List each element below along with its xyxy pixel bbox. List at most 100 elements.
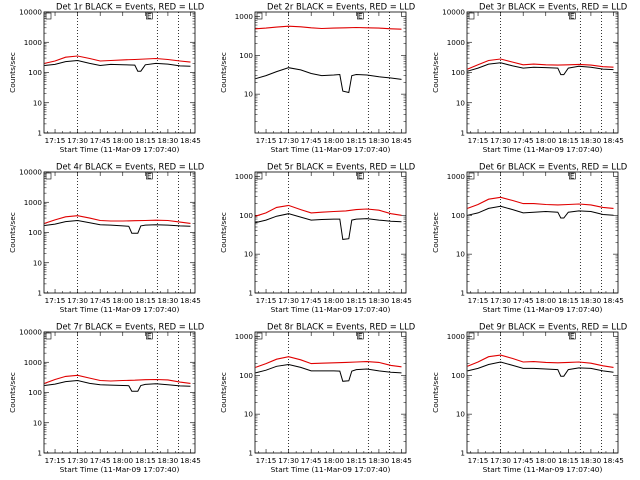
- x-tick-label: 17:30: [490, 136, 511, 145]
- x-tick-label: 17:15: [468, 136, 489, 145]
- x-tick-label: 18:30: [369, 296, 390, 305]
- plot-frame: [466, 171, 619, 294]
- x-tick-label: 17:45: [513, 296, 534, 305]
- plot-frame: [254, 331, 407, 454]
- x-axis-label: Start Time (11-Mar-09 17:07:40): [60, 305, 180, 314]
- y-axis-label: Counts/sec: [431, 212, 440, 253]
- y-tick-label: 1: [460, 449, 465, 458]
- events-series-line: [467, 62, 614, 76]
- x-tick-label: 18:30: [581, 456, 602, 465]
- x-tick-label: 18:30: [581, 136, 602, 145]
- flag-box: [357, 12, 364, 20]
- y-tick-label: 1: [248, 449, 253, 458]
- lld-series-line: [44, 215, 191, 224]
- x-tick-label: 18:15: [135, 456, 156, 465]
- x-tick-label: 18:00: [112, 296, 133, 305]
- flag-box: [256, 172, 263, 180]
- x-tick-label: 17:45: [301, 136, 322, 145]
- y-tick-label: 1000: [235, 12, 254, 21]
- x-tick-label: 18:30: [369, 136, 390, 145]
- x-tick-label: 17:15: [45, 136, 66, 145]
- y-tick-label: 10: [33, 98, 43, 107]
- x-tick-label: 18:45: [180, 296, 201, 305]
- flag-box: [146, 172, 153, 180]
- flag-box: [45, 332, 52, 340]
- x-tick-label: 18:45: [603, 456, 624, 465]
- x-axis-label: Start Time (11-Mar-09 17:07:40): [60, 465, 180, 474]
- y-tick-label: 100: [28, 388, 42, 397]
- x-tick-label: 18:15: [558, 296, 579, 305]
- x-tick-label: 17:45: [90, 456, 111, 465]
- y-tick-label: 1000: [235, 332, 254, 341]
- y-axis-label: Counts/sec: [219, 372, 228, 413]
- flag-box: [256, 332, 263, 340]
- y-axis-label: Counts/sec: [8, 212, 17, 253]
- flag-label: E: [147, 331, 152, 340]
- flag-box: [468, 332, 475, 340]
- panel-title: Det 5r BLACK = Events, RED = LLD: [267, 162, 415, 172]
- x-tick-label: 17:30: [278, 296, 299, 305]
- y-tick-label: 100: [28, 68, 42, 77]
- x-axis-label: Start Time (11-Mar-09 17:07:40): [483, 465, 603, 474]
- flag-box: [256, 12, 263, 20]
- plot-frame: [254, 11, 407, 134]
- x-tick-label: 18:00: [323, 296, 344, 305]
- x-tick-label: 17:15: [256, 136, 277, 145]
- flag-box: [357, 172, 364, 180]
- x-tick-label: 18:30: [158, 136, 179, 145]
- x-tick-label: 18:00: [323, 456, 344, 465]
- y-tick-label: 100: [239, 211, 253, 220]
- x-tick-label: 17:15: [45, 296, 66, 305]
- flag-label: E: [358, 331, 363, 340]
- y-tick-label: 10000: [19, 8, 42, 17]
- x-tick-label: 18:45: [391, 136, 412, 145]
- y-tick-label: 100: [239, 51, 253, 60]
- x-tick-label: 17:30: [490, 456, 511, 465]
- flag-box: [357, 332, 364, 340]
- x-tick-label: 17:30: [67, 136, 88, 145]
- flag-label: E: [570, 331, 575, 340]
- panel-title: Det 4r BLACK = Events, RED = LLD: [56, 162, 204, 172]
- plot-frame: [43, 171, 196, 294]
- x-tick-label: 18:15: [558, 456, 579, 465]
- x-tick-label: 18:15: [346, 296, 367, 305]
- x-tick-label: 17:15: [468, 296, 489, 305]
- panel-title: Det 1r BLACK = Events, RED = LLD: [56, 2, 204, 12]
- y-tick-label: 1000: [447, 332, 466, 341]
- x-tick-label: 17:30: [278, 136, 299, 145]
- x-tick-label: 18:00: [535, 456, 556, 465]
- x-axis-label: Start Time (11-Mar-09 17:07:40): [271, 465, 391, 474]
- y-tick-label: 10: [456, 410, 466, 419]
- events-series-line: [255, 363, 402, 382]
- events-series-line: [467, 361, 614, 377]
- x-tick-label: 18:45: [180, 136, 201, 145]
- x-tick-label: 18:45: [391, 296, 412, 305]
- events-series-line: [44, 379, 191, 392]
- y-tick-label: 1: [37, 449, 42, 458]
- flag-box: [45, 12, 52, 20]
- x-axis-label: Start Time (11-Mar-09 17:07:40): [60, 145, 180, 154]
- y-tick-label: 1: [37, 289, 42, 298]
- y-tick-label: 100: [451, 68, 465, 77]
- x-axis-label: Start Time (11-Mar-09 17:07:40): [483, 305, 603, 314]
- y-tick-label: 10000: [442, 8, 465, 17]
- flag-box: [468, 172, 475, 180]
- plot-frame: [466, 331, 619, 454]
- panel-title: Det 2r BLACK = Events, RED = LLD: [267, 2, 415, 12]
- plot-frame: [43, 11, 196, 134]
- lld-series-line: [255, 204, 402, 217]
- x-tick-label: 18:30: [369, 456, 390, 465]
- x-tick-label: 18:15: [135, 136, 156, 145]
- panel-title: Det 7r BLACK = Events, RED = LLD: [56, 322, 204, 332]
- lld-series-line: [467, 196, 614, 209]
- y-axis-label: Counts/sec: [8, 372, 17, 413]
- y-tick-label: 1: [37, 129, 42, 138]
